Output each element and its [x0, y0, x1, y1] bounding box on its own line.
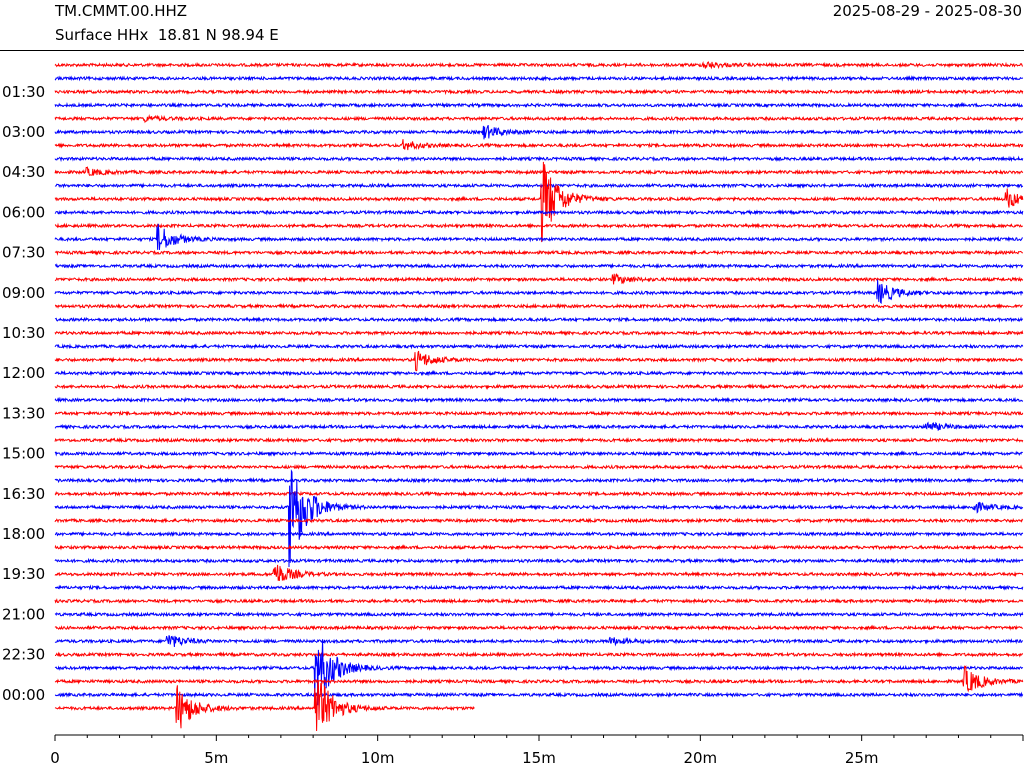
trace-line — [54, 383, 1024, 390]
y-tick-label: 22:30 — [2, 646, 45, 664]
trace-line — [54, 161, 1024, 243]
x-tick-label: 10m — [361, 749, 395, 767]
trace-line — [54, 369, 1024, 377]
station-info: Surface HHx 18.81 N 98.94 E — [55, 26, 279, 44]
y-tick-label: 00:00 — [2, 686, 45, 704]
trace-line — [54, 410, 1024, 417]
trace-line — [54, 396, 1024, 404]
y-axis-labels: 01:30 03:00 04:30 06:00 07:30 09:00 10:30 12:00… — [2, 83, 45, 704]
x-tick-label: 0 — [50, 749, 60, 767]
trace-line — [54, 316, 1024, 323]
trace-line — [54, 279, 1024, 305]
trace-line — [54, 450, 1023, 457]
x-axis: 0 5m 10m 15m 20m 25m — [50, 734, 1024, 767]
trace-line — [54, 88, 1024, 96]
trace-line — [54, 75, 1024, 82]
trace-line — [54, 222, 1023, 230]
trace-line — [54, 350, 1024, 372]
y-tick-label: 03:00 — [2, 123, 45, 141]
station-code: TM.CMMT.00.HHZ — [55, 2, 188, 20]
trace-line — [55, 651, 1024, 658]
header-separator — [0, 50, 1024, 51]
y-tick-label: 12:00 — [2, 364, 45, 382]
trace-line — [54, 182, 1024, 189]
trace-line — [54, 544, 1024, 551]
trace-line — [54, 436, 1024, 444]
y-tick-label: 15:00 — [2, 445, 45, 463]
trace-line — [54, 223, 1023, 251]
trace-line — [54, 665, 1024, 693]
trace-line — [54, 463, 1024, 471]
trace-line — [54, 61, 1024, 70]
trace-line — [54, 273, 1024, 285]
trace-line — [54, 490, 1024, 498]
trace-line — [54, 557, 1024, 565]
trace-line — [54, 469, 1024, 568]
trace-line — [54, 155, 1024, 163]
trace-line — [54, 329, 1024, 337]
trace-line — [54, 517, 1024, 524]
y-tick-label: 10:30 — [2, 324, 45, 342]
y-tick-label: 04:30 — [2, 163, 45, 181]
trace-line — [54, 139, 1024, 151]
trace-line — [55, 302, 1023, 310]
y-tick-label: 13:30 — [2, 404, 45, 422]
trace-line — [54, 125, 1024, 140]
trace-line — [54, 564, 1024, 581]
trace-line — [54, 421, 1024, 432]
x-tick-label: 15m — [522, 749, 556, 767]
y-tick-label: 01:30 — [2, 83, 45, 101]
y-tick-label: 09:00 — [2, 284, 45, 302]
trace-line — [54, 597, 1024, 605]
trace-line — [54, 166, 1024, 177]
trace-line — [54, 680, 475, 732]
y-tick-label: 19:30 — [2, 565, 45, 583]
y-tick-label: 18:00 — [2, 525, 45, 543]
trace-line — [54, 343, 1024, 350]
trace-line — [54, 101, 1024, 109]
y-tick-label: 21:00 — [2, 605, 45, 623]
trace-line — [54, 530, 1024, 538]
x-tick-label: 20m — [683, 749, 717, 767]
trace-line — [54, 635, 1023, 648]
y-tick-label: 06:00 — [2, 203, 45, 221]
trace-line — [55, 584, 1024, 591]
trace-line — [54, 114, 1024, 124]
trace-line — [54, 477, 1024, 484]
date-range: 2025-08-29 - 2025-08-30 — [832, 2, 1022, 20]
trace-line — [54, 611, 1024, 618]
trace-line — [54, 624, 1023, 632]
seismic-traces — [54, 61, 1024, 732]
x-tick-label: 25m — [845, 749, 879, 767]
trace-line — [54, 209, 1024, 216]
x-tick-label: 5m — [204, 749, 228, 767]
trace-line — [54, 691, 1024, 699]
trace-line — [54, 639, 1024, 706]
trace-line — [54, 249, 1024, 256]
trace-line — [54, 262, 1024, 270]
y-tick-label: 07:30 — [2, 244, 45, 262]
y-tick-label: 16:30 — [2, 485, 45, 503]
